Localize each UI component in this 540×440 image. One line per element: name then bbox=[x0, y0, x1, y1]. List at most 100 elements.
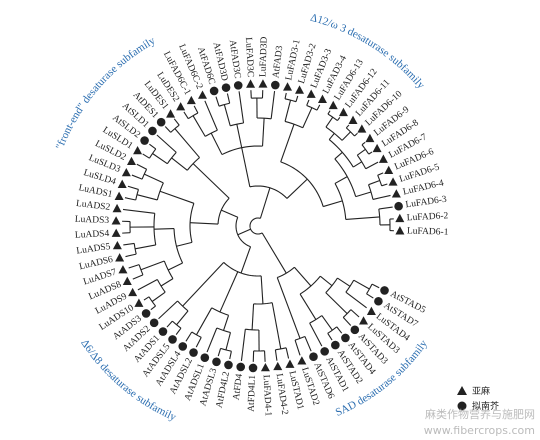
branch bbox=[366, 293, 374, 299]
leaf-label: LuFAD3D bbox=[258, 36, 269, 77]
leaf-marker bbox=[140, 136, 149, 145]
leaf-marker bbox=[111, 228, 121, 237]
branch bbox=[284, 100, 292, 122]
branch-arc bbox=[153, 213, 157, 246]
leaf-marker bbox=[134, 298, 144, 307]
leaf-label: LuADS1 bbox=[78, 183, 114, 200]
branch-arc bbox=[189, 203, 195, 243]
branch-arc bbox=[191, 331, 202, 338]
branch bbox=[337, 277, 351, 287]
leaf-marker bbox=[297, 356, 307, 365]
branch bbox=[140, 260, 165, 271]
leaf-marker bbox=[348, 115, 358, 124]
branch bbox=[306, 99, 310, 106]
leaf-marker bbox=[111, 216, 121, 225]
branch bbox=[372, 194, 391, 200]
leaf-label: LuADS4 bbox=[75, 229, 110, 241]
branch bbox=[182, 262, 225, 307]
leaf-marker bbox=[378, 154, 388, 163]
branch bbox=[280, 124, 295, 163]
branch bbox=[167, 262, 183, 271]
branch-arc bbox=[368, 184, 374, 200]
branch-arc bbox=[173, 228, 184, 264]
branch bbox=[136, 194, 158, 201]
branch-arc bbox=[328, 139, 354, 168]
branch-arc bbox=[221, 145, 263, 156]
leaf-marker bbox=[221, 83, 231, 92]
leaf-marker bbox=[248, 363, 258, 373]
branch bbox=[136, 163, 147, 170]
leaf-label: LuADS5 bbox=[76, 242, 112, 257]
branch bbox=[295, 95, 299, 102]
branch bbox=[195, 337, 202, 348]
branch bbox=[150, 305, 156, 311]
branch-arc bbox=[217, 197, 230, 225]
branch bbox=[137, 279, 158, 291]
leaf-marker bbox=[306, 89, 316, 98]
branch-arc bbox=[306, 104, 318, 111]
branch bbox=[176, 241, 193, 247]
branch bbox=[361, 141, 366, 146]
branch bbox=[251, 303, 255, 330]
branch bbox=[173, 118, 180, 126]
branch-arc bbox=[284, 98, 297, 103]
leaf-label: LuADS3 bbox=[75, 215, 110, 226]
branch-arc bbox=[253, 302, 273, 305]
branch-arc bbox=[177, 300, 189, 312]
leaf-marker bbox=[114, 191, 124, 200]
branch-arc bbox=[235, 217, 251, 248]
branch bbox=[134, 244, 156, 250]
branch bbox=[237, 228, 251, 236]
leaf-marker bbox=[341, 333, 350, 343]
leaf-marker bbox=[176, 102, 186, 111]
branch bbox=[240, 329, 246, 362]
branch bbox=[352, 161, 363, 168]
leaf-marker bbox=[148, 126, 157, 136]
branch bbox=[123, 242, 135, 246]
branch-arc bbox=[361, 144, 370, 155]
leaf-marker bbox=[366, 306, 376, 315]
leaf-marker bbox=[359, 316, 369, 325]
leaf-marker bbox=[271, 80, 280, 90]
leaf-label: AtFD4L1 bbox=[247, 374, 258, 412]
branch-arc bbox=[377, 174, 383, 187]
branch bbox=[327, 110, 331, 115]
branch bbox=[319, 275, 333, 287]
branch bbox=[371, 283, 380, 289]
legend-label: 亚麻 bbox=[472, 385, 490, 396]
branch-arc bbox=[299, 275, 321, 295]
branch bbox=[122, 208, 155, 214]
branch bbox=[236, 124, 243, 148]
leaf-marker bbox=[141, 309, 151, 318]
leaf-marker bbox=[285, 359, 295, 368]
leaf-label: LuFAD4-1 bbox=[261, 375, 273, 417]
branch bbox=[325, 292, 348, 315]
branch bbox=[206, 327, 218, 353]
branch-arc bbox=[216, 327, 231, 334]
branch-arc bbox=[230, 122, 244, 127]
branch bbox=[350, 309, 360, 318]
branch bbox=[210, 132, 223, 155]
branch bbox=[323, 200, 343, 208]
leaf-marker bbox=[258, 79, 268, 88]
branch-arc bbox=[148, 296, 156, 307]
branch bbox=[223, 104, 231, 126]
branch-arc bbox=[148, 148, 157, 159]
leaf-marker bbox=[233, 81, 243, 90]
leaf-marker bbox=[122, 276, 132, 285]
branch-arc bbox=[170, 124, 180, 133]
branch bbox=[334, 151, 343, 160]
branch bbox=[271, 302, 282, 350]
branch bbox=[195, 307, 213, 336]
branch bbox=[221, 209, 239, 218]
leaf-marker bbox=[189, 348, 198, 357]
branch-arc bbox=[280, 161, 324, 207]
branch bbox=[176, 310, 189, 326]
leaf-marker bbox=[200, 353, 210, 362]
leaf-marker bbox=[112, 203, 122, 213]
branch-arc bbox=[218, 102, 230, 107]
leaf-marker bbox=[391, 189, 401, 198]
branch bbox=[160, 278, 174, 287]
leaf-marker bbox=[394, 201, 403, 211]
branch bbox=[159, 190, 195, 204]
